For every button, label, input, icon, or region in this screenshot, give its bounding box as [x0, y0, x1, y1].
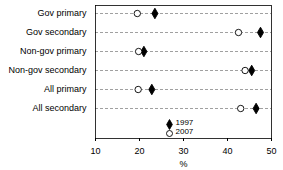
svg-text:50: 50 [266, 146, 276, 156]
svg-text:10: 10 [90, 146, 100, 156]
svg-text:40: 40 [222, 146, 232, 156]
svg-text:2007: 2007 [176, 127, 194, 136]
svg-text:1997: 1997 [176, 118, 194, 127]
svg-text:All primary: All primary [44, 84, 87, 94]
svg-text:Non-gov primary: Non-gov primary [20, 46, 87, 56]
svg-text:All secondary: All secondary [32, 103, 87, 113]
svg-text:20: 20 [134, 146, 144, 156]
svg-text:30: 30 [178, 146, 188, 156]
svg-text:Gov primary: Gov primary [37, 8, 87, 18]
svg-text:Gov secondary: Gov secondary [26, 27, 87, 37]
svg-text:Non-gov secondary: Non-gov secondary [8, 65, 87, 75]
svg-text:%: % [179, 159, 187, 169]
